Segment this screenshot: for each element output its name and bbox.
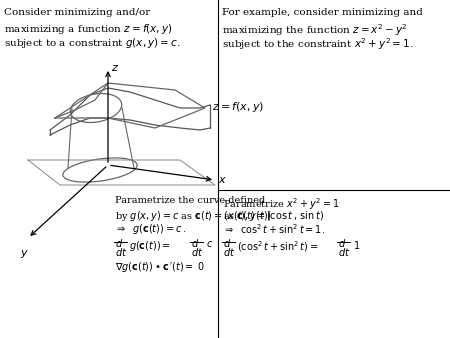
Text: $y$: $y$ (20, 248, 29, 260)
Text: $d$: $d$ (191, 237, 199, 249)
Text: $d$: $d$ (338, 237, 346, 249)
Text: by $g(x,y) = c$ as $\mathbf{c}(t) = (x(t),y(t))$: by $g(x,y) = c$ as $\mathbf{c}(t) = (x(t… (115, 209, 272, 223)
Text: maximizing the function $z = x^2 - y^2$: maximizing the function $z = x^2 - y^2$ (222, 22, 408, 38)
Text: $dt$: $dt$ (223, 246, 235, 258)
Text: subject to the constraint $x^2 + y^2 = 1.$: subject to the constraint $x^2 + y^2 = 1… (222, 36, 414, 52)
Text: $c$: $c$ (206, 239, 213, 249)
Text: $\Rightarrow\;\; \cos^2 t + \sin^2 t = 1.$: $\Rightarrow\;\; \cos^2 t + \sin^2 t = 1… (223, 222, 325, 236)
Text: $\Rightarrow\;\; g(\mathbf{c}(t)) = c\,.$: $\Rightarrow\;\; g(\mathbf{c}(t)) = c\,.… (115, 222, 186, 236)
Text: $d$: $d$ (115, 237, 123, 249)
Text: Consider minimizing and/or: Consider minimizing and/or (4, 8, 150, 17)
Text: $dt$: $dt$ (191, 246, 203, 258)
Text: $z = f(x,y)$: $z = f(x,y)$ (212, 100, 264, 114)
Text: $g(\mathbf{c}(t)) =$: $g(\mathbf{c}(t)) =$ (129, 239, 171, 253)
Text: $dt$: $dt$ (115, 246, 127, 258)
Text: $x$: $x$ (218, 175, 227, 185)
Text: $\nabla g(\mathbf{c}(t)) \bullet \mathbf{c}^{\,\prime}(t) = \;0$: $\nabla g(\mathbf{c}(t)) \bullet \mathbf… (115, 260, 205, 274)
Text: $dt$: $dt$ (338, 246, 350, 258)
Text: $(\cos^2 t + \sin^2 t) =$: $(\cos^2 t + \sin^2 t) =$ (237, 239, 318, 254)
Text: $d$: $d$ (223, 237, 231, 249)
Text: as $\mathbf{c}(t) = (\cos t\,,\, \sin t)$: as $\mathbf{c}(t) = (\cos t\,,\, \sin t)… (223, 209, 324, 222)
Text: Parametrize $x^2 + y^2 = 1$: Parametrize $x^2 + y^2 = 1$ (223, 196, 340, 212)
Text: maximizing a function $z = f(x,y)$: maximizing a function $z = f(x,y)$ (4, 22, 172, 36)
Text: subject to a constraint $g(x,y) = c.$: subject to a constraint $g(x,y) = c.$ (4, 36, 180, 50)
Text: $z$: $z$ (111, 63, 119, 73)
Text: $1$: $1$ (353, 239, 360, 251)
Text: Parametrize the curve defined: Parametrize the curve defined (115, 196, 265, 205)
Text: For example, consider minimizing and: For example, consider minimizing and (222, 8, 423, 17)
